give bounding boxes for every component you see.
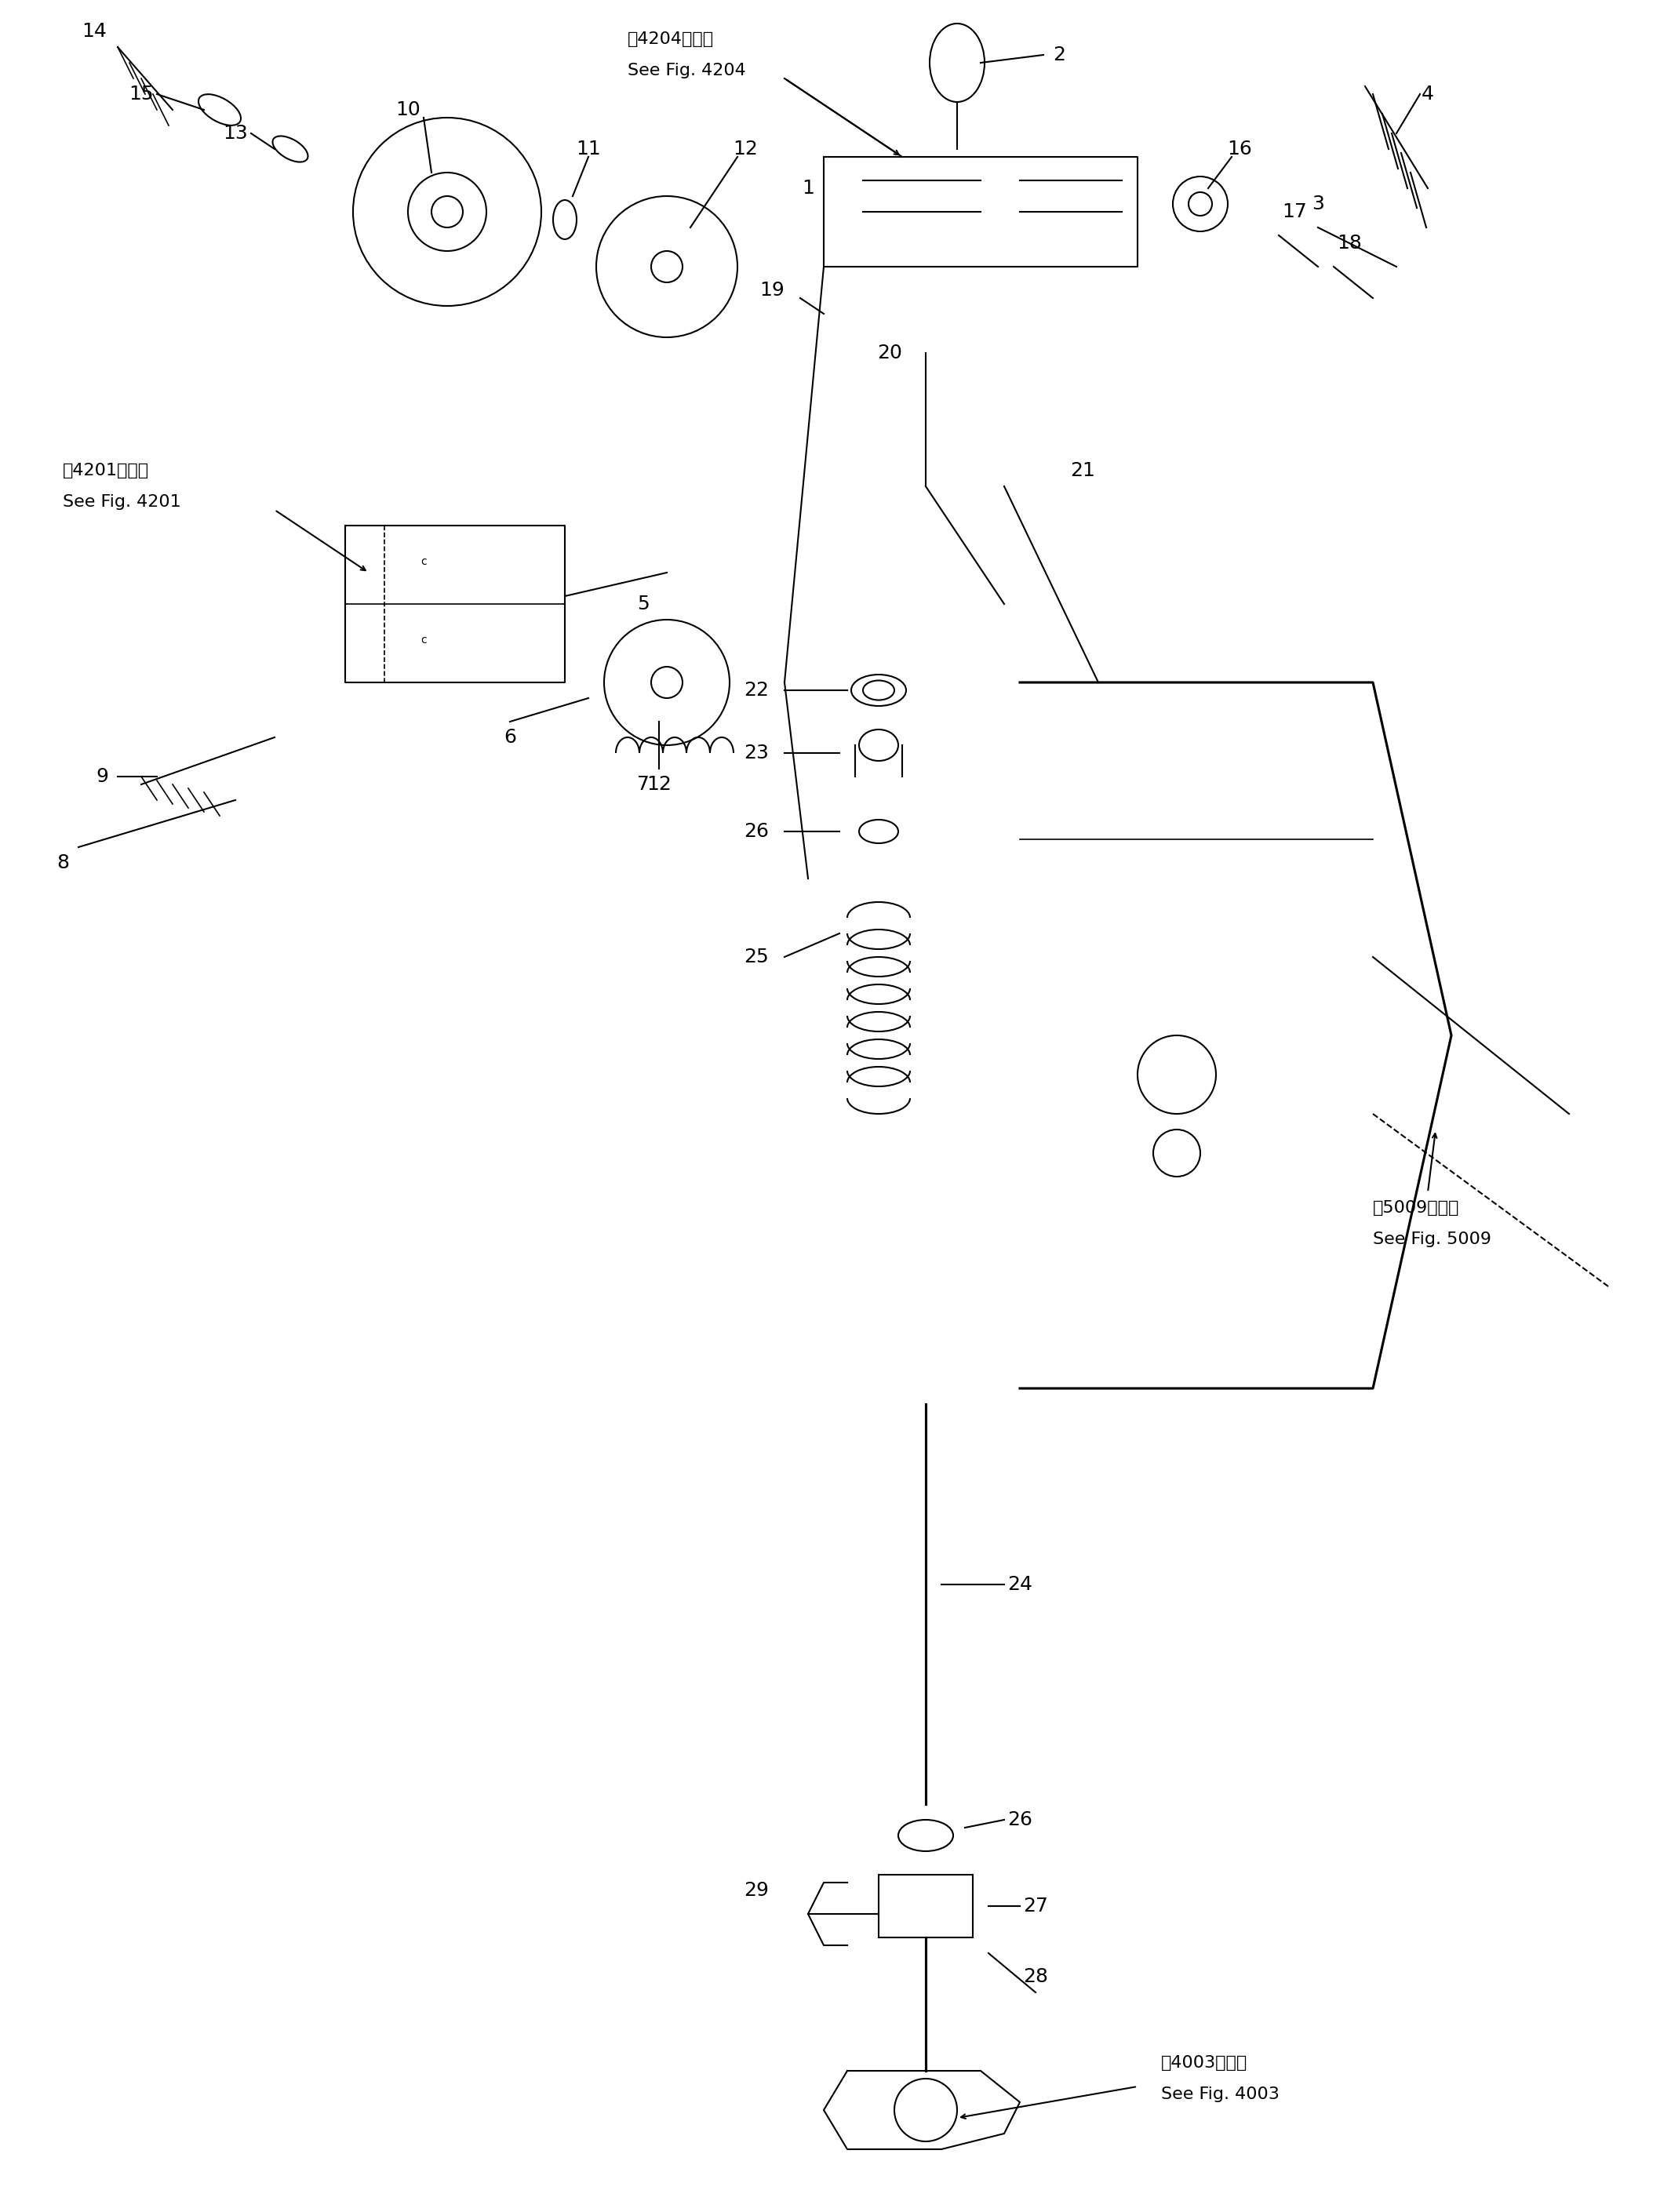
- Text: 8: 8: [57, 854, 69, 872]
- Text: 9: 9: [95, 768, 109, 785]
- Text: 24: 24: [1008, 1575, 1033, 1595]
- Text: See Fig. 4204: See Fig. 4204: [628, 62, 745, 77]
- Text: 第4201図参照: 第4201図参照: [63, 462, 149, 478]
- Text: 11: 11: [576, 139, 602, 159]
- Text: 21: 21: [1069, 462, 1095, 480]
- Text: 26: 26: [744, 823, 769, 841]
- Text: 2: 2: [1053, 46, 1066, 64]
- Text: 1: 1: [802, 179, 814, 197]
- Text: See Fig. 4201: See Fig. 4201: [63, 493, 180, 509]
- Text: 19: 19: [760, 281, 784, 299]
- Text: 3: 3: [1312, 195, 1323, 212]
- Text: See Fig. 4003: See Fig. 4003: [1161, 2086, 1280, 2101]
- Text: 13: 13: [222, 124, 247, 144]
- Text: 6: 6: [503, 728, 516, 748]
- Text: 17: 17: [1282, 201, 1307, 221]
- Text: 16: 16: [1227, 139, 1252, 159]
- Text: 12: 12: [647, 774, 672, 794]
- Text: 12: 12: [734, 139, 757, 159]
- Text: 25: 25: [744, 947, 769, 967]
- Text: 4: 4: [1422, 84, 1434, 104]
- Text: 7: 7: [637, 774, 650, 794]
- Text: 5: 5: [637, 595, 650, 613]
- Text: 26: 26: [1008, 1809, 1033, 1829]
- Text: 第4204図参照: 第4204図参照: [628, 31, 714, 46]
- Text: 20: 20: [877, 343, 902, 363]
- Text: 22: 22: [744, 681, 769, 699]
- Text: c: c: [421, 555, 426, 566]
- Text: c: c: [421, 635, 426, 646]
- Text: 28: 28: [1023, 1966, 1048, 1986]
- Text: 23: 23: [744, 743, 769, 763]
- Text: 15: 15: [129, 84, 154, 104]
- Text: 29: 29: [744, 1880, 769, 1900]
- Text: 18: 18: [1337, 234, 1362, 252]
- Text: 27: 27: [1023, 1896, 1048, 1916]
- Text: 14: 14: [82, 22, 107, 40]
- Text: See Fig. 5009: See Fig. 5009: [1374, 1232, 1491, 1248]
- Text: 第4003図参照: 第4003図参照: [1161, 2055, 1248, 2070]
- Text: 第5009図参照: 第5009図参照: [1374, 1201, 1459, 1217]
- Text: 10: 10: [396, 100, 421, 119]
